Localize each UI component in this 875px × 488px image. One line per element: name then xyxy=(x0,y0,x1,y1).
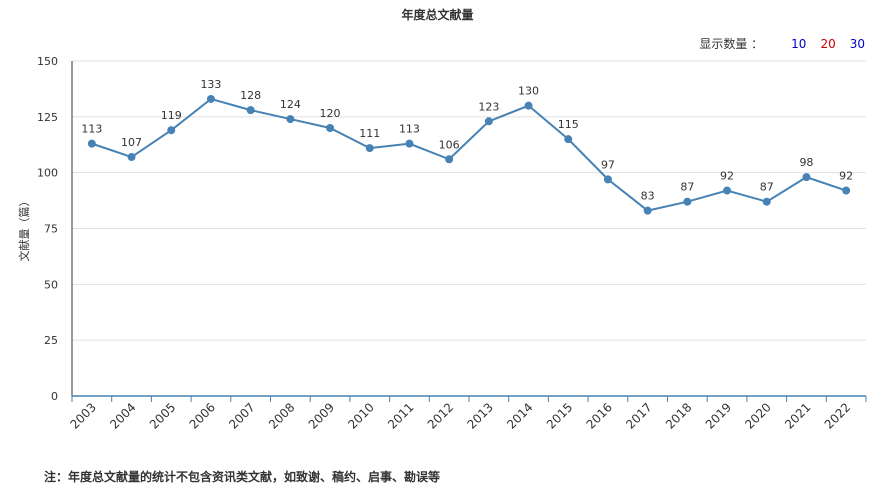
x-tick-label: 2019 xyxy=(703,400,734,431)
data-point xyxy=(445,155,454,164)
x-tick-label: 2011 xyxy=(385,400,416,431)
count-option-10[interactable]: 10 xyxy=(791,36,807,51)
footer-note: 注：年度总文献量的统计不包含资讯类文献，如致谢、稿约、启事、勘误等 xyxy=(44,470,441,484)
data-label: 107 xyxy=(121,136,142,149)
x-tick-label: 2015 xyxy=(544,400,575,431)
data-point xyxy=(842,186,851,195)
data-label: 113 xyxy=(81,123,102,136)
data-label: 111 xyxy=(359,127,380,140)
data-point xyxy=(802,173,811,182)
x-tick-label: 2021 xyxy=(782,400,813,431)
y-tick-label: 25 xyxy=(44,334,58,347)
series-line xyxy=(91,97,847,212)
data-label: 133 xyxy=(200,78,221,91)
data-label: 106 xyxy=(439,138,460,151)
count-option-20[interactable]: 20 xyxy=(820,36,836,51)
data-point xyxy=(286,115,295,124)
x-tick-label: 2020 xyxy=(742,400,773,431)
x-tick-label: 2009 xyxy=(306,400,337,431)
data-label: 124 xyxy=(280,98,301,111)
x-tick-label: 2003 xyxy=(67,400,98,431)
x-tick-label: 2018 xyxy=(663,400,694,431)
x-tick-label: 2007 xyxy=(226,400,257,431)
y-tick-label: 50 xyxy=(44,278,58,291)
data-point xyxy=(524,101,533,110)
data-label: 123 xyxy=(478,100,499,113)
data-point xyxy=(246,106,255,115)
data-point xyxy=(167,126,176,135)
data-label: 87 xyxy=(680,181,694,194)
data-label: 115 xyxy=(558,118,579,131)
data-point xyxy=(405,139,414,148)
chart-title: 年度总文献量 xyxy=(401,8,474,22)
x-tick-label: 2017 xyxy=(623,400,654,431)
data-point xyxy=(723,186,732,195)
data-label: 83 xyxy=(641,190,655,203)
data-label: 113 xyxy=(399,123,420,136)
y-tick-label: 75 xyxy=(44,223,58,236)
x-tick-label: 2013 xyxy=(464,400,495,431)
data-point xyxy=(683,197,692,206)
data-label: 92 xyxy=(720,170,734,183)
x-tick-label: 2005 xyxy=(147,400,178,431)
y-tick-label: 100 xyxy=(37,167,58,180)
data-label: 92 xyxy=(839,170,853,183)
data-label: 97 xyxy=(601,158,615,171)
x-tick-label: 2012 xyxy=(425,400,456,431)
x-tick-label: 2008 xyxy=(266,400,297,431)
y-tick-label: 150 xyxy=(37,55,58,68)
data-point xyxy=(206,94,215,103)
y-tick-label: 0 xyxy=(51,390,58,403)
data-point xyxy=(762,197,771,206)
data-label: 98 xyxy=(799,156,813,169)
x-tick-label: 2006 xyxy=(187,400,218,431)
data-label: 128 xyxy=(240,89,261,102)
data-point xyxy=(87,139,96,148)
data-point xyxy=(326,124,335,132)
data-point xyxy=(643,206,652,215)
data-point xyxy=(127,153,136,162)
data-label: 87 xyxy=(760,181,774,194)
y-axis-label: 文献量（篇） xyxy=(17,196,31,262)
count-selector-label: 显示数量 ： xyxy=(699,37,764,51)
x-tick-label: 2004 xyxy=(107,400,138,431)
x-tick-label: 2016 xyxy=(584,400,615,431)
data-point xyxy=(484,117,493,126)
count-option-30[interactable]: 30 xyxy=(849,36,865,51)
data-label: 120 xyxy=(320,107,341,120)
data-point xyxy=(603,175,612,184)
x-tick-label: 2022 xyxy=(822,400,853,431)
x-tick-label: 2010 xyxy=(345,400,376,431)
count-selector: 显示数量 ： 10 20 30 xyxy=(699,35,865,52)
data-point xyxy=(564,135,573,144)
data-label: 130 xyxy=(518,85,539,98)
x-tick-label: 2014 xyxy=(504,400,535,431)
data-label: 119 xyxy=(161,109,182,122)
y-tick-label: 125 xyxy=(37,111,58,124)
data-point xyxy=(365,144,374,153)
